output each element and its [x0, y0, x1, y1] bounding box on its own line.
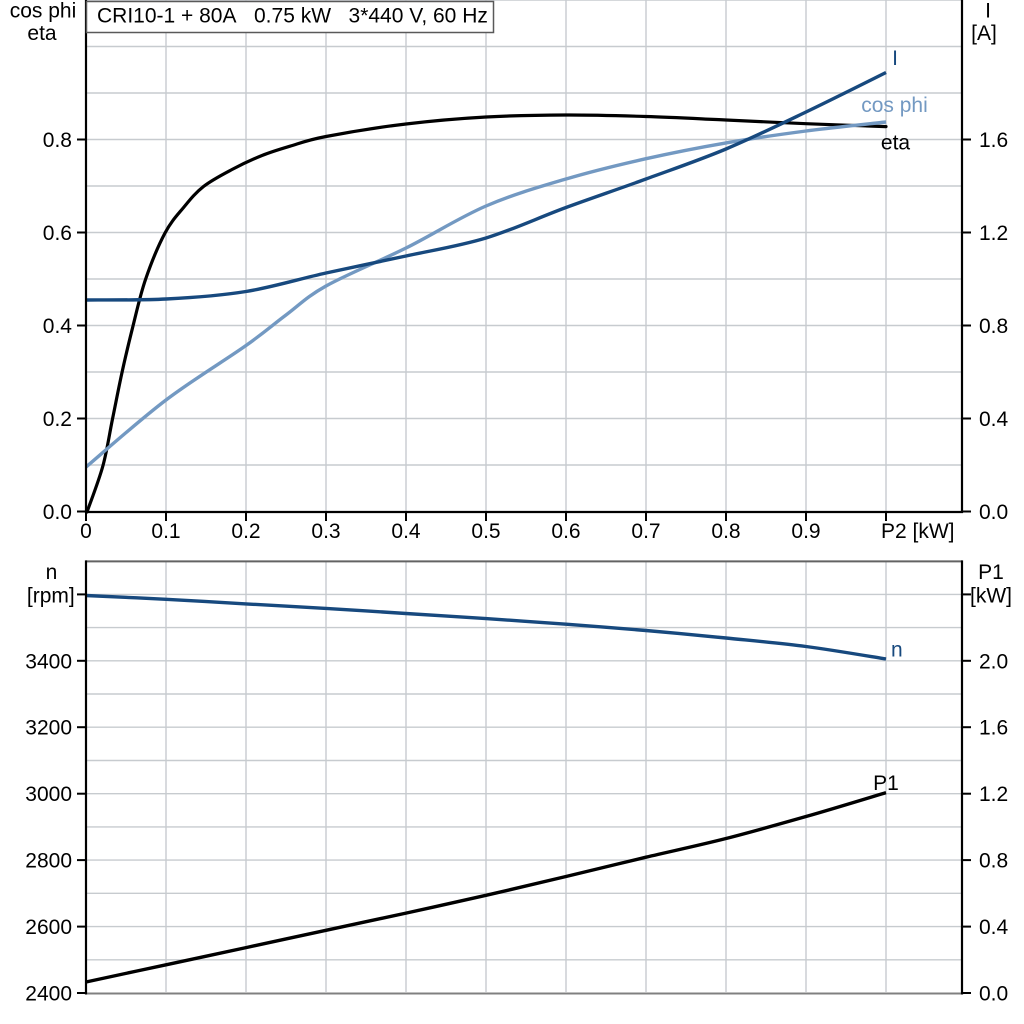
- svg-text:0.2: 0.2: [43, 408, 72, 431]
- svg-text:eta: eta: [27, 22, 57, 45]
- svg-text:0.3: 0.3: [311, 520, 340, 543]
- svg-text:2.0: 2.0: [979, 650, 1008, 673]
- svg-text:cos phi: cos phi: [10, 0, 77, 23]
- svg-text:0.6: 0.6: [551, 520, 580, 543]
- svg-text:0.4: 0.4: [979, 916, 1009, 939]
- svg-text:eta: eta: [881, 132, 911, 155]
- svg-text:I: I: [892, 47, 898, 70]
- svg-text:0.0: 0.0: [43, 501, 72, 524]
- svg-text:P1: P1: [873, 772, 899, 795]
- svg-text:3400: 3400: [25, 650, 72, 673]
- svg-text:P2 [kW]: P2 [kW]: [881, 520, 955, 543]
- svg-text:1.2: 1.2: [979, 222, 1008, 245]
- svg-text:0.5: 0.5: [471, 520, 500, 543]
- svg-text:0.4: 0.4: [979, 408, 1009, 431]
- svg-text:0.8: 0.8: [711, 520, 740, 543]
- svg-text:0.7: 0.7: [631, 520, 660, 543]
- svg-text:0.8: 0.8: [979, 315, 1008, 338]
- svg-text:2800: 2800: [25, 850, 72, 873]
- svg-text:0.6: 0.6: [43, 222, 72, 245]
- svg-text:0.8: 0.8: [979, 850, 1008, 873]
- svg-text:[kW]: [kW]: [970, 585, 1012, 608]
- svg-text:n: n: [46, 561, 58, 584]
- svg-text:CRI10-1 + 80A 0.75 kW 3*44: CRI10-1 + 80A 0.75 kW 3*440 V, 60 Hz: [97, 5, 488, 28]
- svg-text:2400: 2400: [25, 983, 72, 1006]
- svg-text:0.4: 0.4: [391, 520, 421, 543]
- svg-text:0.8: 0.8: [43, 129, 72, 152]
- svg-text:0.4: 0.4: [43, 315, 73, 338]
- svg-text:P1: P1: [978, 561, 1004, 584]
- svg-text:0.0: 0.0: [979, 983, 1008, 1006]
- svg-text:3000: 3000: [25, 783, 72, 806]
- svg-text:0.0: 0.0: [979, 501, 1008, 524]
- svg-text:n: n: [891, 639, 903, 662]
- svg-text:1.2: 1.2: [979, 783, 1008, 806]
- svg-text:0.9: 0.9: [791, 520, 820, 543]
- svg-text:[A]: [A]: [971, 22, 997, 45]
- svg-text:[rpm]: [rpm]: [27, 585, 75, 608]
- svg-text:0.2: 0.2: [231, 520, 260, 543]
- svg-text:I: I: [985, 0, 991, 23]
- svg-text:0: 0: [80, 520, 92, 543]
- svg-text:3200: 3200: [25, 717, 72, 740]
- svg-text:1.6: 1.6: [979, 717, 1008, 740]
- svg-text:0.1: 0.1: [151, 520, 180, 543]
- svg-text:1.6: 1.6: [979, 129, 1008, 152]
- svg-text:cos phi: cos phi: [861, 94, 928, 117]
- svg-text:2600: 2600: [25, 916, 72, 939]
